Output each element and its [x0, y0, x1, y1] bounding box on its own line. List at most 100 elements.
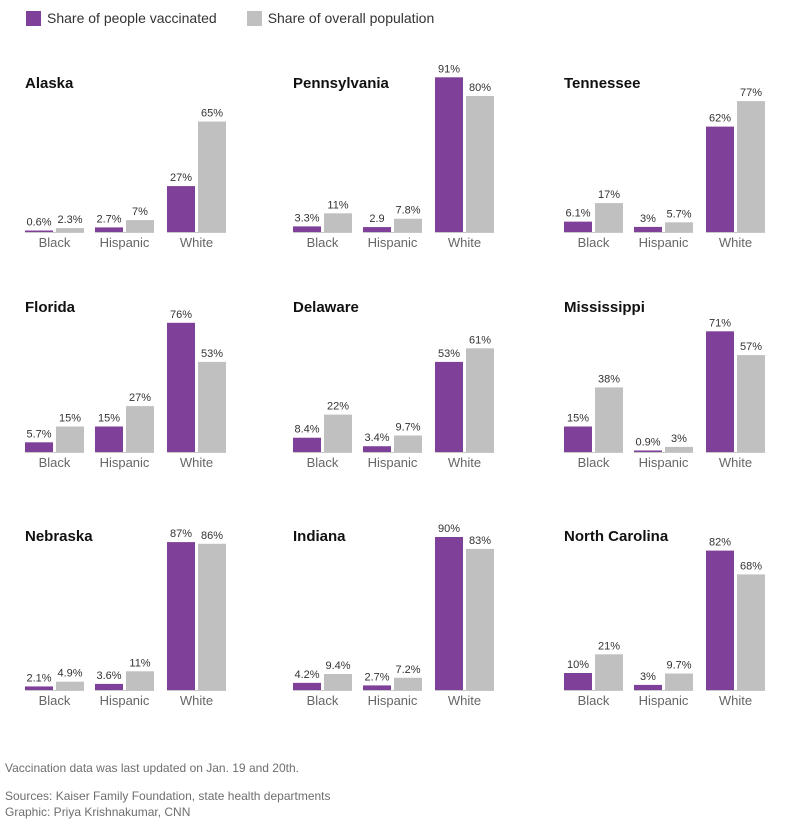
value-label-indiana-black-population: 9.4% [325, 660, 350, 672]
chart-delaware: Delaware 8.4% 22% Black 3.4% 9.7% Hispanic 53% 6… [293, 299, 494, 470]
category-label-florida-hispanic: Hispanic [100, 455, 150, 470]
value-label-nebraska-white-vaccinated: 87% [170, 528, 192, 540]
bar-nebraska-hispanic-population [126, 671, 154, 690]
bar-indiana-black-population [324, 674, 352, 690]
value-label-mississippi-black-population: 38% [598, 373, 620, 385]
value-label-tennessee-white-population: 77% [740, 87, 762, 99]
bar-florida-hispanic-vaccinated [95, 426, 123, 452]
legend: Share of people vaccinated Share of over… [26, 10, 434, 26]
value-label-north-carolina-hispanic-vaccinated: 3% [640, 671, 656, 683]
value-label-indiana-hispanic-vaccinated: 2.7% [364, 671, 389, 683]
value-label-indiana-white-population: 83% [469, 535, 491, 547]
category-label-pennsylvania-white: White [448, 235, 481, 250]
bar-nebraska-black-population [56, 681, 84, 690]
value-label-north-carolina-black-vaccinated: 10% [567, 659, 589, 671]
chart-title-alaska: Alaska [25, 75, 74, 92]
bar-florida-black-population [56, 426, 84, 452]
footer-graphic: Graphic: Priya Krishnakumar, CNN [5, 805, 191, 819]
category-label-delaware-white: White [448, 455, 481, 470]
bar-florida-black-vaccinated [25, 442, 53, 452]
value-label-delaware-white-vaccinated: 53% [438, 348, 460, 360]
chart-mississippi: Mississippi 15% 38% Black 0.9% 3% Hispanic 71% 5… [564, 299, 765, 470]
category-label-alaska-white: White [180, 235, 213, 250]
value-label-tennessee-hispanic-population: 5.7% [666, 208, 691, 220]
value-label-delaware-hispanic-population: 9.7% [395, 422, 420, 434]
value-label-mississippi-white-vaccinated: 71% [709, 317, 731, 329]
bar-mississippi-hispanic-vaccinated [634, 450, 662, 452]
bar-delaware-hispanic-vaccinated [363, 446, 391, 452]
category-label-pennsylvania-hispanic: Hispanic [368, 235, 418, 250]
value-label-mississippi-hispanic-population: 3% [671, 433, 687, 445]
legend-item-population: Share of overall population [246, 10, 434, 26]
bar-alaska-black-vaccinated [25, 230, 53, 232]
bar-indiana-white-vaccinated [435, 537, 463, 690]
bar-mississippi-black-population [595, 387, 623, 452]
category-label-mississippi-hispanic: Hispanic [639, 455, 689, 470]
value-label-pennsylvania-white-vaccinated: 91% [438, 63, 460, 75]
value-label-delaware-black-population: 22% [327, 401, 349, 413]
bar-florida-hispanic-population [126, 406, 154, 452]
value-label-pennsylvania-black-vaccinated: 3.3% [294, 212, 319, 224]
value-label-alaska-black-population: 2.3% [57, 214, 82, 226]
bar-tennessee-hispanic-vaccinated [634, 226, 662, 232]
value-label-north-carolina-black-population: 21% [598, 640, 620, 652]
chart-title-tennessee: Tennessee [564, 75, 640, 92]
value-label-florida-black-population: 15% [59, 413, 81, 425]
bar-alaska-hispanic-vaccinated [95, 227, 123, 232]
bar-tennessee-white-population [737, 101, 765, 232]
value-label-nebraska-white-population: 86% [201, 530, 223, 542]
category-label-delaware-hispanic: Hispanic [368, 455, 418, 470]
value-label-mississippi-hispanic-vaccinated: 0.9% [635, 436, 660, 448]
bar-pennsylvania-white-population [466, 96, 494, 232]
value-label-pennsylvania-white-population: 80% [469, 82, 491, 94]
value-label-north-carolina-hispanic-population: 9.7% [666, 660, 691, 672]
chart-title-indiana: Indiana [293, 528, 346, 545]
bar-delaware-hispanic-population [394, 435, 422, 452]
value-label-delaware-black-vaccinated: 8.4% [294, 424, 319, 436]
bar-delaware-black-vaccinated [293, 437, 321, 452]
bar-florida-white-vaccinated [167, 322, 195, 452]
bar-delaware-white-vaccinated [435, 361, 463, 452]
bar-north-carolina-white-vaccinated [706, 550, 734, 690]
category-label-mississippi-black: Black [578, 455, 610, 470]
bar-north-carolina-black-population [595, 654, 623, 690]
value-label-pennsylvania-black-population: 11% [327, 199, 348, 211]
value-label-north-carolina-white-population: 68% [740, 560, 762, 572]
value-label-indiana-hispanic-population: 7.2% [395, 664, 420, 676]
bar-tennessee-white-vaccinated [706, 126, 734, 232]
value-label-florida-hispanic-population: 27% [129, 392, 151, 404]
legend-swatch-population [246, 10, 262, 26]
category-label-north-carolina-white: White [719, 693, 752, 708]
category-label-alaska-black: Black [39, 235, 71, 250]
category-label-indiana-white: White [448, 693, 481, 708]
bar-pennsylvania-hispanic-population [394, 218, 422, 232]
value-label-delaware-hispanic-vaccinated: 3.4% [364, 432, 389, 444]
bar-alaska-white-population [198, 121, 226, 232]
value-label-pennsylvania-hispanic-population: 7.8% [395, 205, 420, 217]
value-label-mississippi-black-vaccinated: 15% [567, 413, 589, 425]
category-label-mississippi-white: White [719, 455, 752, 470]
category-label-florida-black: Black [39, 455, 71, 470]
bar-indiana-hispanic-vaccinated [363, 685, 391, 690]
bar-mississippi-hispanic-population [665, 446, 693, 452]
value-label-alaska-black-vaccinated: 0.6% [26, 217, 51, 229]
chart-title-florida: Florida [25, 299, 76, 316]
chart-indiana: Indiana 4.2% 9.4% Black 2.7% 7.2% Hispanic 90% 8… [293, 523, 494, 708]
value-label-tennessee-hispanic-vaccinated: 3% [640, 213, 656, 225]
bar-nebraska-white-population [198, 543, 226, 690]
category-label-pennsylvania-black: Black [307, 235, 339, 250]
chart-title-north-carolina: North Carolina [564, 528, 669, 545]
legend-item-vaccinated: Share of people vaccinated [26, 10, 217, 26]
value-label-indiana-white-vaccinated: 90% [438, 523, 460, 535]
bar-alaska-black-population [56, 228, 84, 232]
bar-alaska-white-vaccinated [167, 186, 195, 232]
bar-north-carolina-hispanic-population [665, 673, 693, 690]
bar-north-carolina-hispanic-vaccinated [634, 684, 662, 690]
chart-north-carolina: North Carolina 10% 21% Black 3% 9.7% Hispanic 8… [564, 528, 765, 708]
small-multiples-grid: Alaska 0.6% 2.3% Black 2.7% 7% Hispanic 27% 65% W… [25, 63, 765, 708]
value-label-tennessee-black-population: 17% [598, 189, 620, 201]
value-label-delaware-white-population: 61% [469, 334, 491, 346]
value-label-nebraska-hispanic-population: 11% [129, 657, 150, 669]
bar-tennessee-black-population [595, 203, 623, 232]
category-label-alaska-hispanic: Hispanic [100, 235, 150, 250]
